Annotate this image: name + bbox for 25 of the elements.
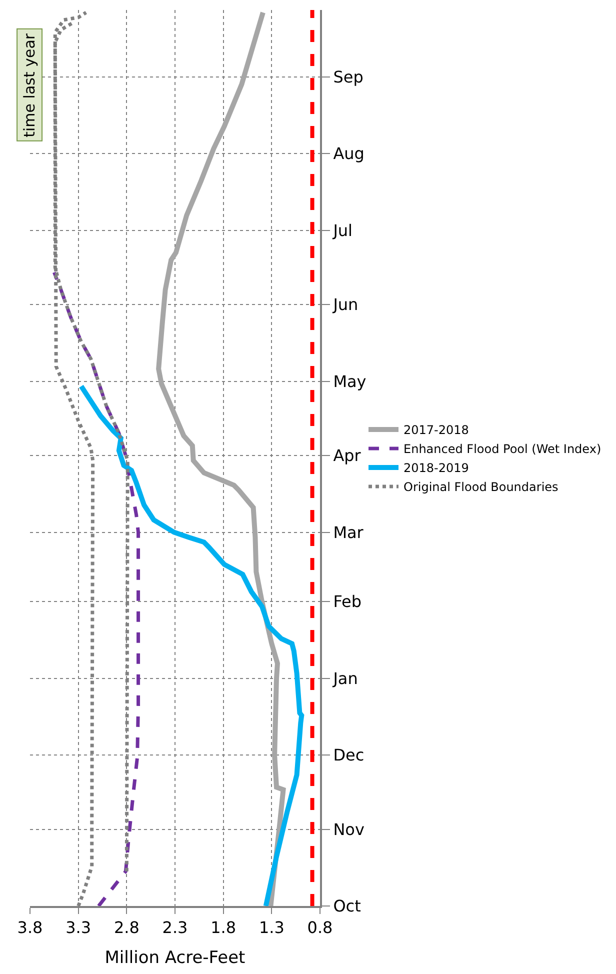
y-tick-label: Sep: [333, 67, 364, 86]
x-tick-label: 2.3: [162, 918, 188, 938]
annotation: time last year: [20, 32, 39, 138]
y-tick-label: Mar: [333, 522, 364, 542]
x-tick-label: 1.8: [210, 918, 236, 938]
y-tick-label: Aug: [333, 144, 364, 164]
y-tick-label: Oct: [333, 896, 361, 916]
x-axis-title: Million Acre-Feet: [104, 948, 246, 968]
legend-label: Original Flood Boundaries: [404, 480, 558, 494]
y-tick-label: Jun: [332, 295, 358, 314]
y-tick-label: Jan: [332, 668, 358, 688]
legend-label: Enhanced Flood Pool (Wet Index): [404, 442, 602, 456]
y-tick-label: Jul: [332, 220, 353, 240]
x-tick-label: 2.8: [114, 918, 140, 938]
y-tick-label: Apr: [333, 446, 362, 466]
x-tick-label: 3.3: [66, 918, 92, 938]
legend-label: 2018-2019: [404, 461, 469, 476]
y-tick-label: Dec: [333, 746, 364, 765]
y-tick-label: Feb: [333, 592, 362, 612]
y-tick-label: Nov: [333, 820, 364, 839]
y-tick-label: May: [333, 372, 366, 391]
x-tick-label: 0.8: [307, 918, 333, 938]
x-tick-label: 1.3: [258, 918, 284, 938]
legend-label: 2017-2018: [404, 423, 469, 438]
x-tick-label: 3.8: [17, 918, 43, 938]
